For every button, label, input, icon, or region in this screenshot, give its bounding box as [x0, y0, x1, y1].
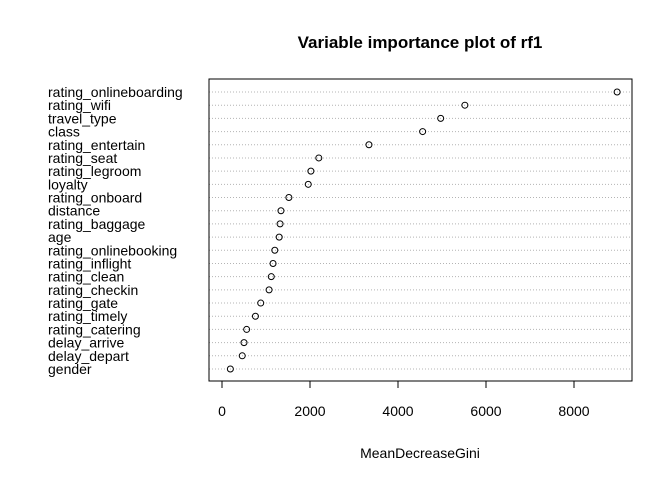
variable-label: rating_baggage	[48, 216, 146, 232]
x-axis: 0 2000 4000 6000 8000	[218, 380, 590, 419]
variable-label: rating_inflight	[48, 255, 131, 271]
data-point	[315, 154, 323, 162]
x-tick-label: 4000	[382, 403, 413, 419]
variable-label: gender	[48, 361, 92, 377]
data-point	[251, 312, 259, 320]
data-point	[285, 194, 293, 202]
x-tick-label: 0	[218, 403, 226, 419]
variable-label: rating_checkin	[48, 282, 138, 298]
variable-label: rating_seat	[48, 150, 117, 166]
data-point	[240, 339, 248, 347]
variable-labels: rating_onlineboardingrating_wifitravel_t…	[48, 84, 183, 377]
plot-frame	[208, 78, 633, 382]
chart-title: Variable importance plot of rf1	[298, 33, 543, 52]
variable-label: rating_legroom	[48, 163, 141, 179]
data-points	[226, 88, 621, 373]
variable-label: travel_type	[48, 110, 117, 126]
variable-label: rating_onboard	[48, 190, 142, 206]
variable-label: distance	[48, 203, 100, 219]
data-point	[257, 299, 265, 307]
x-axis-label: MeanDecreaseGini	[360, 445, 480, 461]
data-point	[307, 167, 315, 175]
data-point	[226, 365, 234, 373]
variable-label: rating_catering	[48, 321, 141, 337]
data-point	[276, 220, 284, 228]
data-point	[275, 233, 283, 241]
data-point	[365, 141, 373, 149]
variable-label: delay_depart	[48, 348, 129, 364]
data-point	[265, 286, 273, 294]
variable-label: rating_timely	[48, 308, 127, 324]
variable-label: rating_gate	[48, 295, 118, 311]
variable-label: rating_entertain	[48, 137, 145, 153]
variable-label: age	[48, 229, 72, 245]
data-point	[267, 273, 275, 281]
variable-label: delay_arrive	[48, 335, 124, 351]
data-point	[243, 325, 251, 333]
variable-label: rating_onlineboarding	[48, 84, 183, 100]
variable-label: loyalty	[48, 176, 88, 192]
data-point	[271, 246, 279, 254]
variable-label: rating_wifi	[48, 97, 111, 113]
data-point	[238, 352, 246, 360]
variable-label: class	[48, 124, 80, 140]
data-point	[269, 259, 277, 267]
data-point	[613, 88, 621, 96]
data-point	[419, 128, 427, 136]
x-tick-label: 6000	[470, 403, 501, 419]
data-point	[277, 207, 285, 215]
variable-label: rating_onlinebooking	[48, 242, 177, 258]
data-point	[461, 101, 469, 109]
x-tick-label: 8000	[558, 403, 589, 419]
data-point	[304, 180, 312, 188]
data-point	[437, 114, 445, 122]
variable-label: rating_clean	[48, 269, 124, 285]
x-tick-label: 2000	[294, 403, 325, 419]
